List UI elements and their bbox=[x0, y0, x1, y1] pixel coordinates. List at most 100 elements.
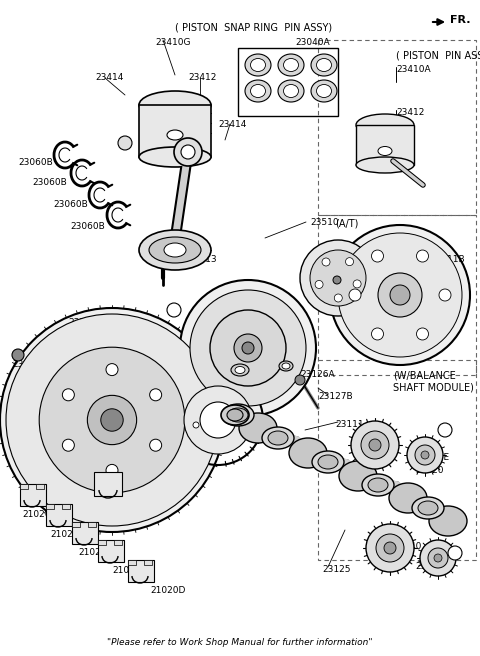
Circle shape bbox=[372, 250, 384, 262]
Text: 23121E: 23121E bbox=[415, 453, 449, 462]
Circle shape bbox=[351, 421, 399, 469]
Ellipse shape bbox=[429, 506, 467, 536]
Circle shape bbox=[12, 349, 24, 361]
Circle shape bbox=[310, 250, 366, 306]
Text: 39190A: 39190A bbox=[175, 437, 210, 446]
Circle shape bbox=[361, 431, 389, 459]
Bar bbox=[114, 540, 122, 545]
Ellipse shape bbox=[221, 405, 249, 425]
Bar bbox=[128, 560, 136, 565]
Circle shape bbox=[118, 136, 132, 150]
Text: 23126A: 23126A bbox=[300, 370, 335, 379]
Text: "Please refer to Work Shop Manual for further information": "Please refer to Work Shop Manual for fu… bbox=[107, 638, 373, 647]
Polygon shape bbox=[348, 460, 388, 493]
Text: 23120: 23120 bbox=[415, 466, 444, 475]
Circle shape bbox=[167, 303, 181, 317]
Circle shape bbox=[190, 290, 306, 406]
Text: 23414: 23414 bbox=[95, 73, 123, 82]
Circle shape bbox=[181, 145, 195, 159]
Text: A: A bbox=[171, 306, 177, 314]
Bar bbox=[94, 472, 122, 496]
Bar bbox=[356, 125, 414, 165]
Polygon shape bbox=[318, 454, 368, 476]
Circle shape bbox=[184, 386, 252, 454]
Ellipse shape bbox=[251, 58, 265, 72]
Circle shape bbox=[62, 389, 74, 401]
Ellipse shape bbox=[378, 146, 392, 155]
Ellipse shape bbox=[389, 483, 427, 513]
Text: (W/BALANCE: (W/BALANCE bbox=[393, 370, 456, 380]
Circle shape bbox=[210, 310, 286, 386]
Text: 23121D: 23121D bbox=[415, 562, 450, 571]
Circle shape bbox=[334, 294, 342, 302]
Ellipse shape bbox=[139, 91, 211, 119]
Ellipse shape bbox=[312, 451, 344, 473]
Bar bbox=[36, 484, 44, 489]
Text: 23125: 23125 bbox=[322, 565, 350, 574]
Text: 23060B: 23060B bbox=[53, 200, 88, 209]
Circle shape bbox=[315, 281, 323, 289]
Ellipse shape bbox=[262, 427, 294, 449]
Ellipse shape bbox=[279, 361, 293, 371]
Bar bbox=[238, 48, 338, 116]
Polygon shape bbox=[268, 430, 318, 453]
Ellipse shape bbox=[418, 501, 438, 515]
Circle shape bbox=[0, 308, 224, 532]
Ellipse shape bbox=[316, 58, 332, 72]
Text: 23311A: 23311A bbox=[12, 360, 47, 369]
Ellipse shape bbox=[356, 157, 414, 173]
Circle shape bbox=[150, 389, 162, 401]
Text: 23412: 23412 bbox=[396, 108, 424, 117]
Ellipse shape bbox=[412, 497, 444, 519]
Text: SHAFT MODULE): SHAFT MODULE) bbox=[393, 383, 474, 393]
Ellipse shape bbox=[284, 85, 299, 98]
Circle shape bbox=[428, 548, 448, 568]
Text: 24340: 24340 bbox=[370, 435, 398, 444]
Text: 23410G: 23410G bbox=[155, 38, 191, 47]
Bar bbox=[46, 504, 54, 509]
Ellipse shape bbox=[222, 404, 254, 426]
Circle shape bbox=[420, 540, 456, 576]
Circle shape bbox=[366, 524, 414, 572]
Polygon shape bbox=[368, 477, 418, 498]
Text: 23060B: 23060B bbox=[32, 178, 67, 187]
Ellipse shape bbox=[231, 364, 249, 376]
Circle shape bbox=[376, 534, 404, 562]
Circle shape bbox=[330, 225, 470, 365]
Text: A: A bbox=[452, 548, 457, 558]
Circle shape bbox=[300, 240, 376, 316]
Ellipse shape bbox=[311, 54, 337, 76]
Ellipse shape bbox=[311, 80, 337, 102]
Circle shape bbox=[180, 280, 316, 416]
Text: 21020D: 21020D bbox=[78, 548, 113, 557]
Circle shape bbox=[407, 437, 443, 473]
Text: 21020D: 21020D bbox=[22, 510, 58, 519]
Bar bbox=[98, 540, 124, 562]
Text: A: A bbox=[443, 426, 448, 434]
Text: 21020D: 21020D bbox=[50, 530, 85, 539]
Text: 21030C: 21030C bbox=[112, 490, 147, 499]
Ellipse shape bbox=[239, 413, 277, 443]
Ellipse shape bbox=[228, 408, 248, 422]
Text: 23211B: 23211B bbox=[430, 255, 465, 264]
Text: 23040A: 23040A bbox=[295, 38, 330, 47]
Bar bbox=[46, 504, 72, 526]
Circle shape bbox=[62, 440, 74, 451]
Ellipse shape bbox=[245, 80, 271, 102]
Bar bbox=[158, 253, 168, 259]
Text: 24340: 24340 bbox=[393, 542, 421, 551]
Ellipse shape bbox=[245, 54, 271, 76]
Circle shape bbox=[372, 328, 384, 340]
Text: 23513: 23513 bbox=[188, 255, 216, 264]
Bar bbox=[62, 504, 70, 509]
Text: ( PISTON  SNAP RING  PIN ASSY): ( PISTON SNAP RING PIN ASSY) bbox=[175, 23, 332, 33]
Circle shape bbox=[439, 289, 451, 301]
Bar bbox=[144, 560, 152, 565]
Ellipse shape bbox=[139, 147, 211, 167]
Text: 23230B: 23230B bbox=[68, 318, 103, 327]
Bar bbox=[318, 360, 476, 560]
Circle shape bbox=[333, 276, 341, 284]
Text: 21020D: 21020D bbox=[112, 566, 147, 575]
Circle shape bbox=[434, 554, 442, 562]
Circle shape bbox=[101, 409, 123, 431]
